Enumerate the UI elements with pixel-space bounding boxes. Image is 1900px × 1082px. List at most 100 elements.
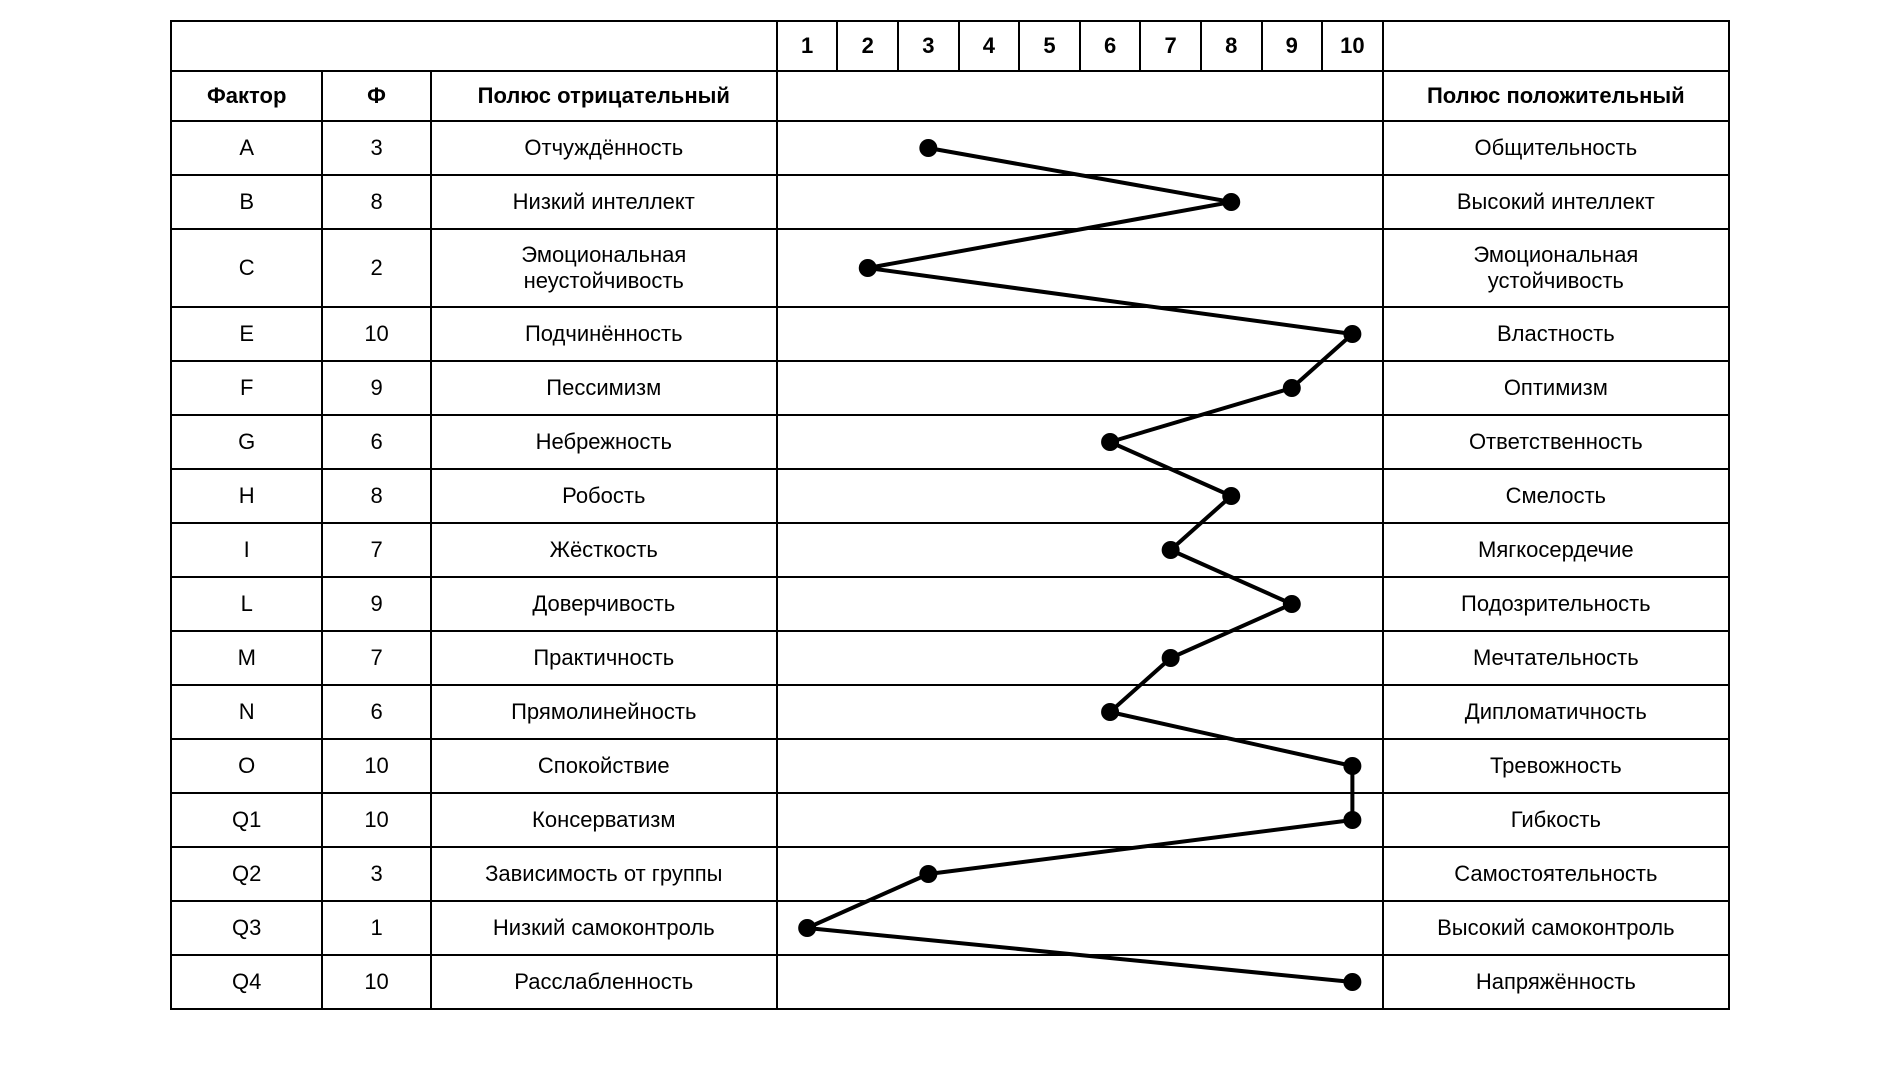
cell-factor: B <box>171 175 322 229</box>
scale-cell <box>1080 793 1141 847</box>
scale-cell <box>1262 523 1323 577</box>
cell-neg-pole: Зависимость от группы <box>431 847 777 901</box>
header-blank-left <box>171 21 777 71</box>
scale-cell <box>1262 685 1323 739</box>
scale-cell <box>1080 631 1141 685</box>
scale-cell <box>1140 229 1201 307</box>
scale-cell <box>837 577 898 631</box>
scale-cell <box>1019 361 1080 415</box>
table-row: C2Эмоциональная неустойчивостьЭмоциональ… <box>171 229 1729 307</box>
table-row: Q31Низкий самоконтроль Высокий самоконтро… <box>171 901 1729 955</box>
cell-pos-pole: Эмоциональная устойчивость <box>1383 229 1729 307</box>
scale-header-9: 9 <box>1262 21 1323 71</box>
scale-cell <box>1019 577 1080 631</box>
scale-cell <box>898 955 959 1009</box>
scale-cell <box>1262 739 1323 793</box>
scale-cell <box>1201 685 1262 739</box>
scale-cell <box>777 361 838 415</box>
scale-cell <box>1080 955 1141 1009</box>
scale-cell <box>777 793 838 847</box>
scale-cell <box>1140 307 1201 361</box>
cell-pos-pole: Гибкость <box>1383 793 1729 847</box>
scale-cell <box>898 685 959 739</box>
scale-header-5: 5 <box>1019 21 1080 71</box>
cell-factor: Q4 <box>171 955 322 1009</box>
cell-pos-pole: Мечтательность <box>1383 631 1729 685</box>
cell-pos-pole: Высокий самоконтроль <box>1383 901 1729 955</box>
scale-cell <box>1080 847 1141 901</box>
scale-cell <box>898 793 959 847</box>
scale-cell <box>1140 793 1201 847</box>
scale-cell <box>1322 739 1383 793</box>
scale-cell <box>1262 307 1323 361</box>
cell-factor: I <box>171 523 322 577</box>
scale-cell <box>959 121 1020 175</box>
scale-cell <box>1201 631 1262 685</box>
cell-factor: Q3 <box>171 901 322 955</box>
cell-value: 1 <box>322 901 430 955</box>
scale-cell <box>1080 469 1141 523</box>
scale-cell <box>1019 307 1080 361</box>
scale-cell <box>837 847 898 901</box>
cell-factor: F <box>171 361 322 415</box>
cell-value: 9 <box>322 577 430 631</box>
scale-cell <box>1019 415 1080 469</box>
cell-value: 10 <box>322 739 430 793</box>
scale-cell <box>777 901 838 955</box>
scale-cell <box>777 955 838 1009</box>
header-blank-right <box>1383 21 1729 71</box>
scale-cell <box>1080 901 1141 955</box>
scale-cell <box>1080 415 1141 469</box>
scale-cell <box>777 229 838 307</box>
cell-factor: Q2 <box>171 847 322 901</box>
header-phi: Ф <box>322 71 430 121</box>
cell-pos-pole: Подозрительность <box>1383 577 1729 631</box>
scale-cell <box>1322 229 1383 307</box>
cell-neg-pole: Эмоциональная неустойчивость <box>431 229 777 307</box>
table-row: Q110КонсерватизмГибкость <box>171 793 1729 847</box>
scale-cell <box>1080 577 1141 631</box>
scale-cell <box>1140 739 1201 793</box>
scale-cell <box>1019 739 1080 793</box>
cell-value: 8 <box>322 469 430 523</box>
scale-cell <box>837 523 898 577</box>
scale-cell <box>1322 469 1383 523</box>
profile-table: 1 2 3 4 5 6 7 8 9 10 Фактор Ф Полюс отри… <box>170 20 1730 1010</box>
cell-factor: L <box>171 577 322 631</box>
scale-cell <box>1322 631 1383 685</box>
scale-cell <box>837 175 898 229</box>
cell-pos-pole: Напряжённость <box>1383 955 1729 1009</box>
scale-cell <box>1080 361 1141 415</box>
scale-cell <box>1262 121 1323 175</box>
scale-cell <box>777 523 838 577</box>
cell-neg-pole: Практичность <box>431 631 777 685</box>
cell-neg-pole: Низкий самоконтроль <box>431 901 777 955</box>
table-row: O10СпокойствиеТревожность <box>171 739 1729 793</box>
header-factor: Фактор <box>171 71 322 121</box>
scale-cell <box>837 793 898 847</box>
scale-cell <box>1080 523 1141 577</box>
scale-cell <box>1262 361 1323 415</box>
scale-cell <box>1140 577 1201 631</box>
scale-cell <box>1019 523 1080 577</box>
scale-cell <box>898 523 959 577</box>
cell-neg-pole: Жёсткость <box>431 523 777 577</box>
scale-cell <box>1322 577 1383 631</box>
scale-cell <box>1322 361 1383 415</box>
scale-cell <box>1262 469 1323 523</box>
scale-cell <box>1080 175 1141 229</box>
scale-cell <box>1019 955 1080 1009</box>
scale-cell <box>1140 175 1201 229</box>
table-row: G6НебрежностьОтветственность <box>171 415 1729 469</box>
scale-cell <box>898 847 959 901</box>
cell-neg-pole: Небрежность <box>431 415 777 469</box>
scale-cell <box>898 631 959 685</box>
scale-cell <box>1262 415 1323 469</box>
cell-neg-pole: Отчуждённость <box>431 121 777 175</box>
scale-cell <box>837 739 898 793</box>
scale-cell <box>777 415 838 469</box>
scale-cell <box>1262 901 1323 955</box>
cell-neg-pole: Прямолинейность <box>431 685 777 739</box>
scale-cell <box>1140 121 1201 175</box>
scale-cell <box>898 175 959 229</box>
